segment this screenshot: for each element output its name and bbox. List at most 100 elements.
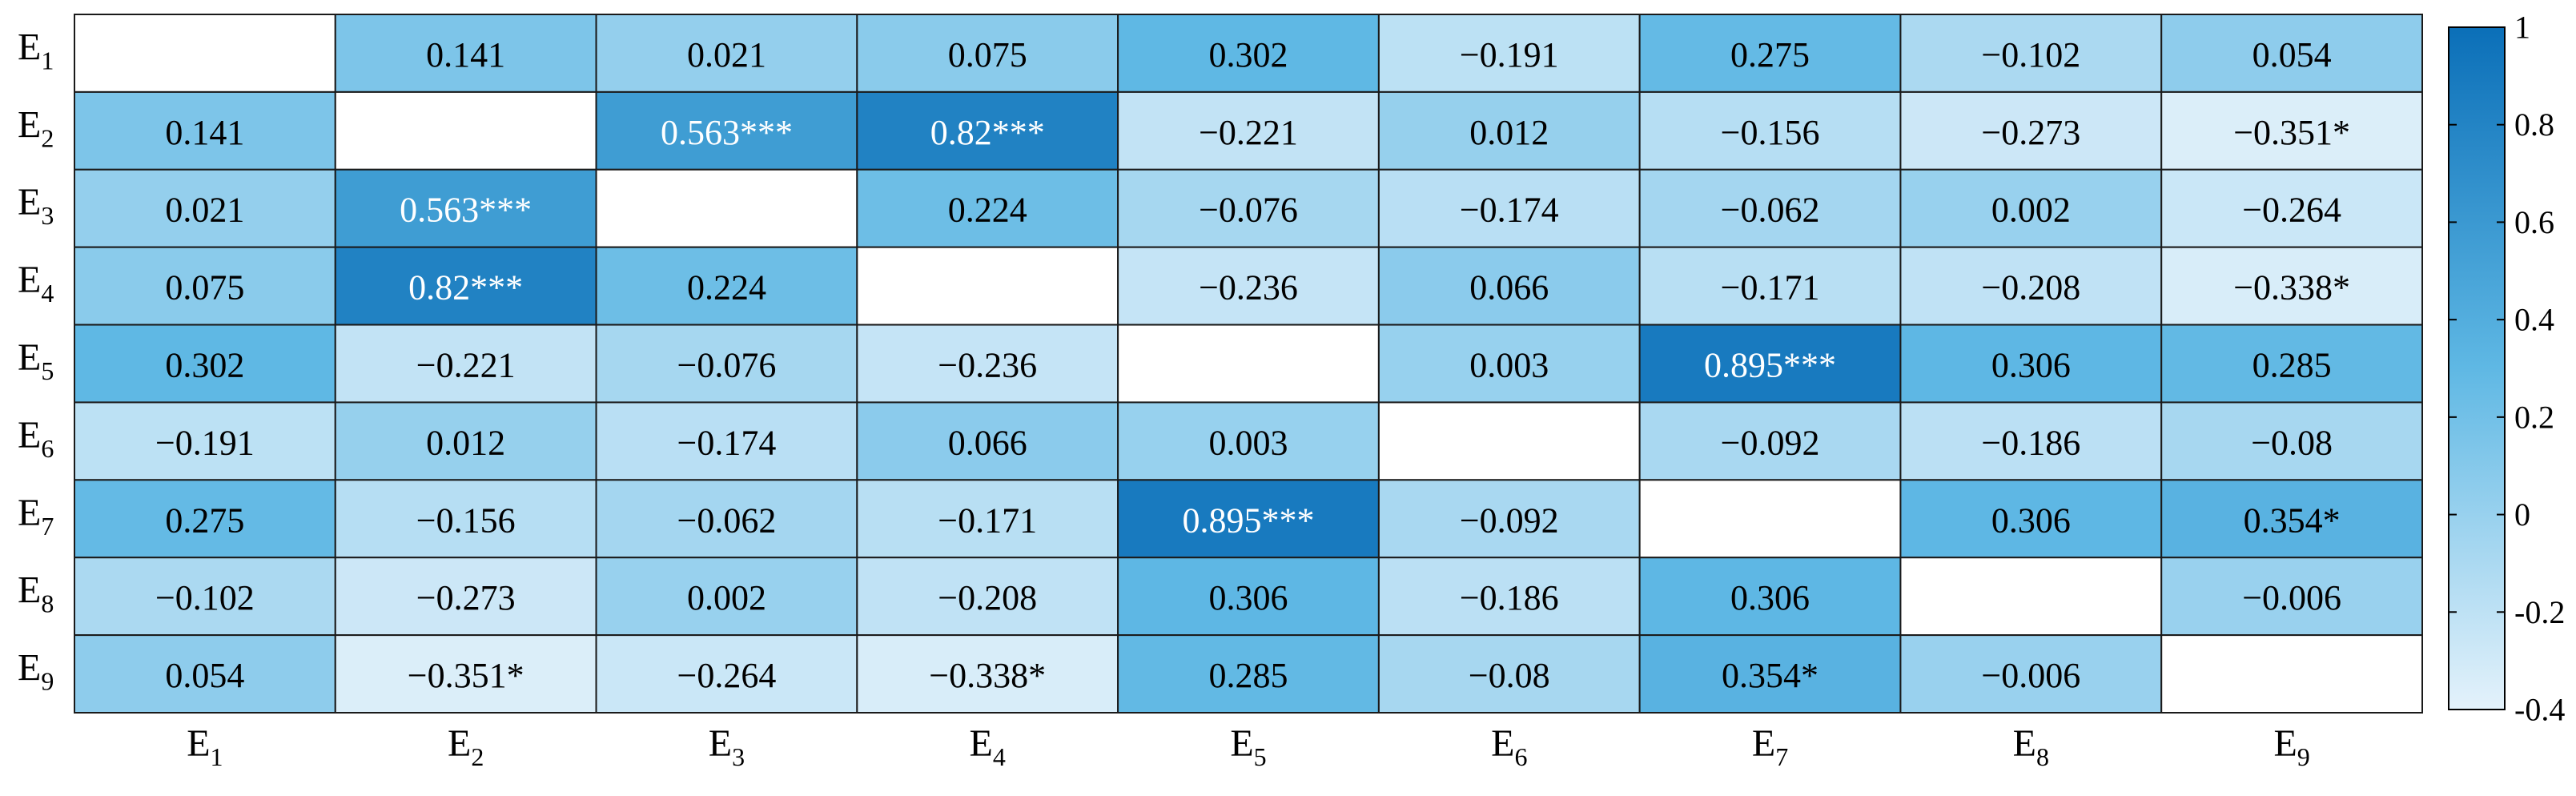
cell-value-label: −0.076 xyxy=(1199,191,1298,230)
row-label: E2 xyxy=(18,103,54,152)
cell-value-label: −0.338* xyxy=(929,656,1046,695)
column-axis-labels: E1 E2 E3 E4 E5 E6 E7 E8 E9 xyxy=(187,722,2310,771)
heatmap-cell xyxy=(1899,401,2163,481)
cell-value-label: 0.054 xyxy=(2252,35,2332,74)
heatmap-cell-diagonal xyxy=(2160,634,2423,714)
heatmap-cell xyxy=(1377,14,1641,93)
colorbar-tick-label: 0 xyxy=(2514,496,2530,533)
cell-value-label: −0.092 xyxy=(1460,501,1559,540)
heatmap-cell xyxy=(1117,634,1380,714)
heatmap-cell-diagonal xyxy=(1899,557,2163,637)
cell-value-label: 0.302 xyxy=(1209,35,1288,74)
heatmap-cell-diagonal xyxy=(334,90,597,171)
heatmap-cell xyxy=(1117,479,1380,559)
cell-value-label: −0.171 xyxy=(938,501,1037,540)
colorbar-tick-label: 1 xyxy=(2514,10,2530,46)
heatmap-cell xyxy=(2160,168,2423,248)
cell-value-label: 0.895*** xyxy=(1704,346,1836,385)
cell-value-label: 0.002 xyxy=(1991,191,2071,230)
heatmap-cell xyxy=(595,634,858,714)
colorbar-tick-label: -0.4 xyxy=(2514,692,2565,728)
cell-value-label: −0.208 xyxy=(1981,268,2080,308)
heatmap-cell xyxy=(334,168,597,248)
cell-value-label: −0.08 xyxy=(2251,423,2333,462)
heatmap-cell xyxy=(334,401,597,481)
cell-value-label: −0.08 xyxy=(1469,656,1550,695)
heatmap-cell xyxy=(1117,168,1380,248)
cell-value-label: −0.006 xyxy=(2242,578,2341,617)
cell-value-label: 0.82*** xyxy=(930,113,1045,152)
row-label: E3 xyxy=(18,181,54,230)
column-label: E6 xyxy=(1491,722,1527,771)
cell-value-label: −0.006 xyxy=(1981,656,2080,695)
cell-value-label: 0.563*** xyxy=(400,191,532,230)
heatmap-cell xyxy=(334,634,597,714)
heatmap-cell-diagonal xyxy=(856,246,1119,326)
cell-value-label: −0.221 xyxy=(416,346,516,385)
heatmap-cell xyxy=(2160,90,2423,171)
column-label: E4 xyxy=(970,722,1006,771)
heatmap-cell xyxy=(334,324,597,404)
colorbar-gradient xyxy=(2448,26,2506,710)
cell-value-label: −0.174 xyxy=(677,423,777,462)
heatmap-cell xyxy=(1377,324,1641,404)
heatmap-cell xyxy=(1117,557,1380,637)
cell-value-label: −0.156 xyxy=(1721,113,1820,152)
cell-value-label: 0.066 xyxy=(1469,268,1549,308)
heatmap-cell xyxy=(1638,90,1902,171)
cell-value-label: 0.075 xyxy=(165,268,244,308)
row-label: E5 xyxy=(18,336,54,385)
heatmap-cell xyxy=(1899,246,2163,326)
colorbar-ticks: 1 0.8 0.6 0.4 0.2 0 -0.2 -0.4 xyxy=(2449,10,2565,728)
heatmap-cell xyxy=(74,557,336,637)
row-label: E1 xyxy=(18,26,54,74)
cell-value-label: 0.306 xyxy=(1730,578,1810,617)
cell-value-label: −0.102 xyxy=(1981,35,2080,74)
cell-value-label: −0.062 xyxy=(1721,191,1820,230)
heatmap-cell xyxy=(74,401,336,481)
cell-value-label: −0.264 xyxy=(2242,191,2341,230)
colorbar-tick-label: 0.8 xyxy=(2514,107,2554,143)
cell-value-label: −0.208 xyxy=(938,578,1037,617)
heatmap-cell-labels: 0.141 0.021 0.075 0.302 −0.191 0.275 −0.102 0.0… xyxy=(155,35,2350,695)
cell-value-label: 0.075 xyxy=(948,35,1027,74)
colorbar-tick-label: 0.2 xyxy=(2514,399,2554,435)
row-label: E8 xyxy=(18,569,54,618)
heatmap-cell xyxy=(1638,168,1902,248)
cell-value-label: 0.275 xyxy=(165,501,244,540)
cell-value-label: −0.186 xyxy=(1460,578,1559,617)
cell-value-label: 0.563*** xyxy=(661,113,793,152)
cell-value-label: 0.285 xyxy=(2252,346,2332,385)
cell-value-label: 0.021 xyxy=(687,35,766,74)
heatmap-cell xyxy=(1377,634,1641,714)
cell-value-label: 0.302 xyxy=(165,346,244,385)
heatmap-cell xyxy=(856,634,1119,714)
row-axis-labels: E1 E2 E3 E4 E5 E6 E7 E8 E9 xyxy=(18,26,54,695)
cell-value-label: 0.003 xyxy=(1209,423,1288,462)
row-label: E6 xyxy=(18,414,54,463)
cell-value-label: 0.82*** xyxy=(408,268,523,308)
heatmap-cell xyxy=(74,324,336,404)
cell-value-label: −0.171 xyxy=(1721,268,1820,308)
cell-value-label: −0.273 xyxy=(1981,113,2080,152)
cell-value-label: 0.012 xyxy=(1469,113,1549,152)
cell-value-label: −0.236 xyxy=(1199,268,1298,308)
cell-value-label: 0.306 xyxy=(1209,578,1288,617)
heatmap-cell xyxy=(1899,14,2163,93)
cell-value-label: −0.351* xyxy=(408,656,524,695)
column-label: E9 xyxy=(2273,722,2309,771)
heatmap-cell xyxy=(1377,557,1641,637)
heatmap-cell xyxy=(334,14,597,93)
cell-value-label: −0.221 xyxy=(1199,113,1298,152)
cell-value-label: 0.285 xyxy=(1209,656,1288,695)
cell-value-label: 0.306 xyxy=(1991,501,2071,540)
heatmap-cell xyxy=(334,479,597,559)
cell-value-label: 0.224 xyxy=(948,191,1027,230)
heatmap-cell xyxy=(74,479,336,559)
heatmap-cell xyxy=(2160,246,2423,326)
cell-value-label: 0.224 xyxy=(687,268,766,308)
column-label: E7 xyxy=(1752,722,1788,771)
cell-value-label: −0.236 xyxy=(938,346,1037,385)
column-label: E2 xyxy=(448,722,484,771)
